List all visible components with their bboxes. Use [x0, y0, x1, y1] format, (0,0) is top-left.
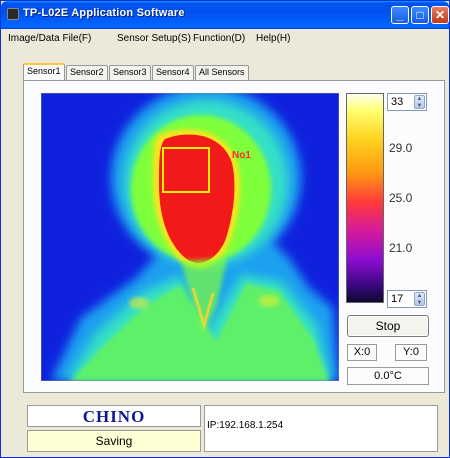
y-coordinate: Y:0 [395, 344, 427, 361]
spinner-arrows[interactable]: ▲ ▼ [414, 95, 425, 109]
menu-function[interactable]: Function(D) [193, 33, 246, 44]
thermal-image[interactable] [41, 93, 339, 381]
thermal-image-graphic [41, 93, 339, 381]
tab-all-sensors[interactable]: All Sensors [195, 65, 249, 80]
status-indicator: Saving [27, 430, 201, 452]
stop-button[interactable]: Stop [347, 315, 429, 337]
tab-sensor4[interactable]: Sensor4 [152, 65, 194, 80]
spin-up-icon[interactable]: ▲ [416, 293, 423, 299]
x-coordinate: X:0 [347, 344, 377, 361]
ip-address: IP:192.168.1.254 [207, 420, 284, 431]
measurement-area-no1[interactable] [162, 147, 210, 193]
minimize-icon: _ [396, 8, 404, 22]
chino-logo: CHINO [82, 407, 146, 426]
maximize-button[interactable]: □ [411, 6, 429, 24]
tab-sensor3[interactable]: Sensor3 [109, 65, 151, 80]
spinner-arrows[interactable]: ▲ ▼ [414, 292, 425, 306]
maximize-icon: □ [416, 8, 424, 22]
close-icon: ✕ [434, 8, 446, 22]
scale-tick-21: 21.0 [389, 241, 413, 255]
measurement-area-label: No1 [232, 150, 251, 161]
spin-up-icon[interactable]: ▲ [416, 96, 423, 102]
temperature-color-scale [346, 93, 384, 303]
scale-min-spinner[interactable]: 17 ▲ ▼ [387, 290, 427, 308]
menu-help[interactable]: Help(H) [256, 33, 291, 44]
temperature-readout: 0.0°C [347, 367, 429, 385]
window-title: TP-L02E Application Software [23, 7, 185, 19]
tab-sensor2[interactable]: Sensor2 [66, 65, 108, 80]
scale-max-spinner[interactable]: 33 ▲ ▼ [387, 93, 427, 111]
menu-sensor-setup[interactable]: Sensor Setup(S) [117, 33, 191, 44]
minimize-button[interactable]: _ [391, 6, 409, 24]
logo-panel: CHINO [27, 405, 201, 427]
menu-image-data-file[interactable]: Image/Data File(F) [8, 33, 92, 44]
scale-min-value: 17 [391, 293, 404, 305]
scale-max-value: 33 [391, 96, 404, 108]
spin-down-icon[interactable]: ▼ [416, 300, 423, 306]
app-icon[interactable] [7, 8, 19, 20]
close-button[interactable]: ✕ [431, 6, 449, 24]
menu-bar: Image/Data File(F) Sensor Setup(S) Funct… [1, 29, 449, 49]
scale-tick-25: 25.0 [389, 191, 413, 205]
title-bar[interactable]: TP-L02E Application Software _ □ ✕ [1, 1, 449, 29]
ip-address-panel: IP:192.168.1.254 [204, 405, 438, 452]
tab-sensor1[interactable]: Sensor1 [23, 63, 65, 81]
scale-tick-29: 29.0 [389, 141, 413, 155]
spin-down-icon[interactable]: ▼ [416, 103, 423, 109]
